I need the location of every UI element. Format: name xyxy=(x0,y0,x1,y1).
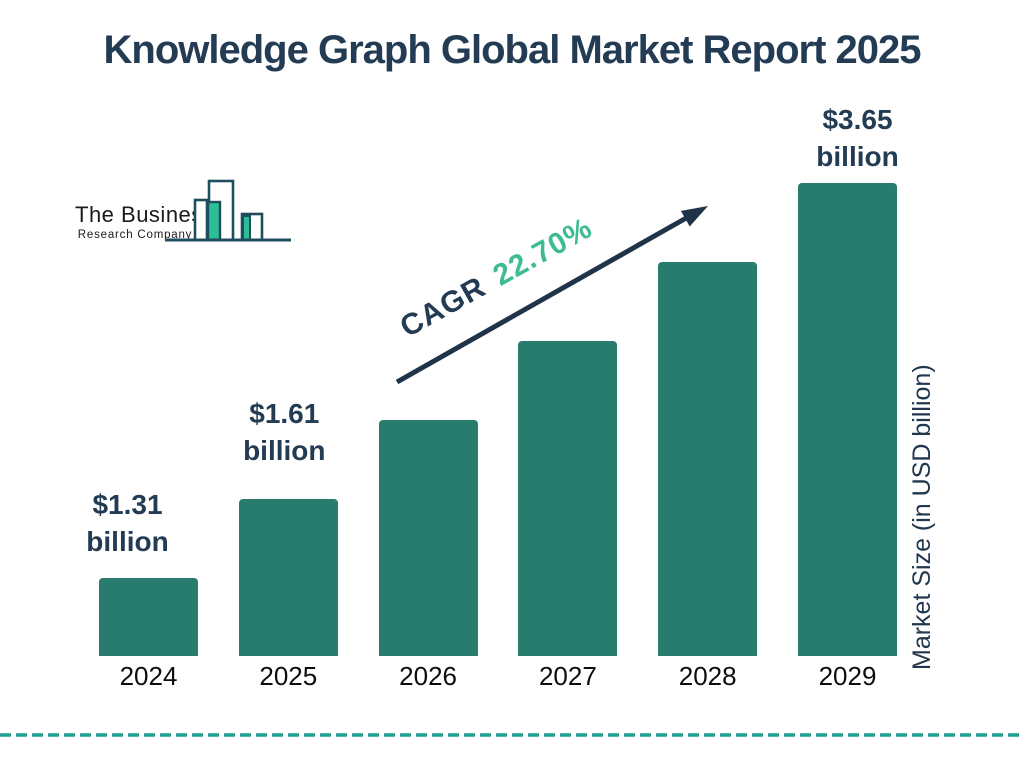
page-title: Knowledge Graph Global Market Report 202… xyxy=(103,28,922,72)
y-axis-title: Market Size (in USD billion) xyxy=(908,364,936,670)
logo-company-name: The Business xyxy=(75,202,215,227)
cagr-annotation: CAGR22.70% xyxy=(394,210,599,345)
growth-arrow-head xyxy=(680,206,708,227)
value-label-2025: $1.61 billion xyxy=(199,395,369,469)
cagr-percentage: 22.70% xyxy=(487,211,599,293)
value-unit: billion xyxy=(816,141,899,172)
x-axis-label-2028: 2028 xyxy=(678,661,737,691)
x-axis-label-2025: 2025 xyxy=(259,661,318,691)
value-amount: $1.31 xyxy=(92,489,163,520)
value-amount: $1.61 xyxy=(249,398,320,429)
bar-chart-logo-icon xyxy=(165,179,291,242)
company-logo: The Business Research Company xyxy=(72,176,302,248)
bar-2029 xyxy=(798,183,897,656)
x-axis-label-2029: 2029 xyxy=(818,661,877,691)
value-unit: billion xyxy=(243,435,326,466)
bar-2028 xyxy=(658,262,758,656)
bar-2025 xyxy=(238,499,338,656)
value-unit: billion xyxy=(86,526,169,557)
value-label-2024: $1.31 billion xyxy=(43,486,213,560)
value-amount: $3.65 xyxy=(822,104,893,135)
x-axis-label-2024: 2024 xyxy=(119,661,178,691)
bar-2027 xyxy=(518,341,618,656)
logo-company-subtitle: Research Company xyxy=(77,229,193,241)
bar-2026 xyxy=(378,420,478,656)
value-label-2029: $3.65 billion xyxy=(773,101,943,175)
x-axis-label-2026: 2026 xyxy=(399,661,458,691)
x-axis-label-2027: 2027 xyxy=(538,661,597,691)
cagr-label: CAGR xyxy=(394,270,492,344)
bar-2024 xyxy=(99,578,198,656)
logo-text: The Business Research Company xyxy=(75,202,215,241)
